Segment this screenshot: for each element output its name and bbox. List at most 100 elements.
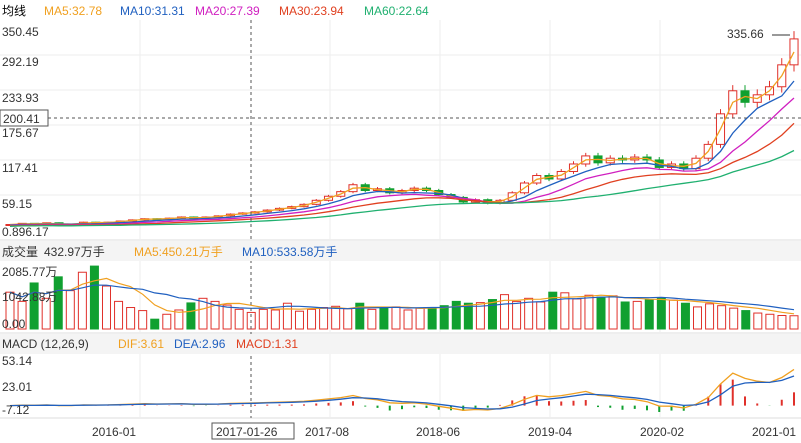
- volume-bar: [451, 300, 461, 330]
- macd-value-legend: MACD:1.31: [236, 337, 298, 351]
- volume-bar: [126, 307, 136, 330]
- volume-bar: [367, 308, 377, 330]
- volume-bar: [572, 298, 582, 330]
- vol-ma10-line: [9, 284, 795, 311]
- volume-bar: [512, 300, 522, 330]
- volume-ytick: 1042.88万: [2, 290, 57, 304]
- xtick: 2020-02: [640, 425, 684, 439]
- volume-bar: [258, 308, 268, 330]
- volume-bar: [41, 297, 51, 330]
- max-price-label: 335.66: [727, 27, 764, 41]
- macd-ytick: -7.12: [2, 403, 30, 417]
- volume-title: 成交量: [2, 244, 38, 259]
- volume-bar: [584, 294, 594, 330]
- crosshair-value: 200.41: [3, 112, 40, 126]
- crosshair-value-tag: [0, 109, 49, 127]
- ma10-legend: MA10:31.31: [120, 4, 185, 18]
- volume-bar: [210, 300, 220, 330]
- xtick: 2016-01: [92, 425, 136, 439]
- volume-bar: [17, 300, 27, 330]
- dea-legend: DEA:2.96: [174, 337, 226, 351]
- volume-bar: [632, 300, 642, 330]
- volume-bar: [415, 307, 425, 330]
- volume-bar: [89, 265, 99, 330]
- volume-bar: [500, 294, 510, 330]
- volume-bar: [668, 299, 678, 330]
- volume-bar: [150, 318, 160, 330]
- volume-legend-bg: [0, 241, 801, 261]
- volume-bar: [403, 309, 413, 330]
- vol-ma10-legend: MA10:533.58万手: [242, 245, 337, 259]
- volume-bar: [186, 302, 196, 330]
- macd-title: MACD (12,26,9): [2, 337, 89, 351]
- volume-bar: [596, 296, 606, 330]
- vol-ma5-legend: MA5:450.21万手: [134, 245, 223, 259]
- volume-bar: [307, 308, 317, 330]
- volume-bar: [282, 302, 292, 330]
- volume-bar: [427, 307, 437, 330]
- volume-bar: [560, 292, 570, 330]
- price-ytick: 0.896.17: [2, 225, 49, 239]
- ma-line-ma30: [9, 122, 795, 227]
- ma5-legend: MA5:32.78: [44, 4, 102, 18]
- volume-bar: [475, 302, 485, 330]
- volume-bar: [222, 304, 232, 330]
- volume-bar: [234, 308, 244, 330]
- moving-average-lines: [9, 51, 795, 227]
- ma-line-ma20: [9, 97, 795, 227]
- dea-line: [9, 375, 795, 410]
- price-ytick: 350.45: [2, 25, 39, 39]
- macd-legend-bg: [0, 334, 801, 354]
- ma-line-ma5: [9, 51, 795, 226]
- volume-ytick: 0.00: [2, 317, 26, 331]
- volume-bar: [270, 309, 280, 330]
- price-ytick: 292.19: [2, 55, 39, 69]
- ma-line-ma10: [9, 80, 795, 226]
- xtick: 2019-04: [528, 425, 572, 439]
- volume-bar: [548, 291, 558, 330]
- volume-bar: [343, 308, 353, 330]
- volume-bar: [101, 285, 111, 330]
- volume-bar: [644, 299, 654, 330]
- ma-line-ma60: [9, 149, 795, 227]
- volume-bar: [77, 271, 87, 330]
- volume-ytick: 2085.77万: [2, 265, 57, 279]
- volume-bar: [138, 310, 148, 330]
- volume-bar: [379, 307, 389, 330]
- price-ytick: 233.93: [2, 91, 39, 105]
- volume-bar: [705, 303, 715, 330]
- candle: [789, 38, 799, 66]
- price-ytick: 117.41: [2, 161, 38, 175]
- volume-bar: [174, 309, 184, 330]
- volume-bar: [5, 291, 15, 330]
- xtick-crosshair: 2017-01-26: [216, 425, 278, 439]
- volume-bar: [717, 305, 727, 330]
- volume-bar: [487, 299, 497, 330]
- volume-bar: [198, 297, 208, 330]
- volume-bar: [355, 302, 365, 330]
- volume-bar: [439, 305, 449, 330]
- volume-bar: [741, 310, 751, 330]
- volume-bar: [331, 305, 341, 330]
- volume-bar: [608, 295, 618, 330]
- volume-bar: [620, 301, 630, 330]
- volume-bar: [65, 290, 75, 330]
- xtick: 2021-01: [752, 425, 796, 439]
- ma20-legend: MA20:27.39: [195, 4, 260, 18]
- volume-bar: [114, 300, 124, 330]
- volume-bar: [656, 297, 666, 330]
- volume-bar: [524, 297, 534, 330]
- dif-legend: DIF:3.61: [118, 337, 164, 351]
- macd-series: [9, 368, 795, 412]
- volume-bar: [319, 307, 329, 330]
- xtick: 2017-08: [305, 425, 349, 439]
- volume-bar: [693, 306, 703, 330]
- volume-series: [5, 265, 799, 330]
- volume-bar: [162, 313, 172, 330]
- volume-bar: [294, 310, 304, 330]
- macd-ytick: 53.14: [2, 354, 32, 368]
- ma60-legend: MA60:22.64: [364, 4, 429, 18]
- price-ytick: 175.67: [2, 126, 39, 140]
- xtick: 2018-06: [416, 425, 460, 439]
